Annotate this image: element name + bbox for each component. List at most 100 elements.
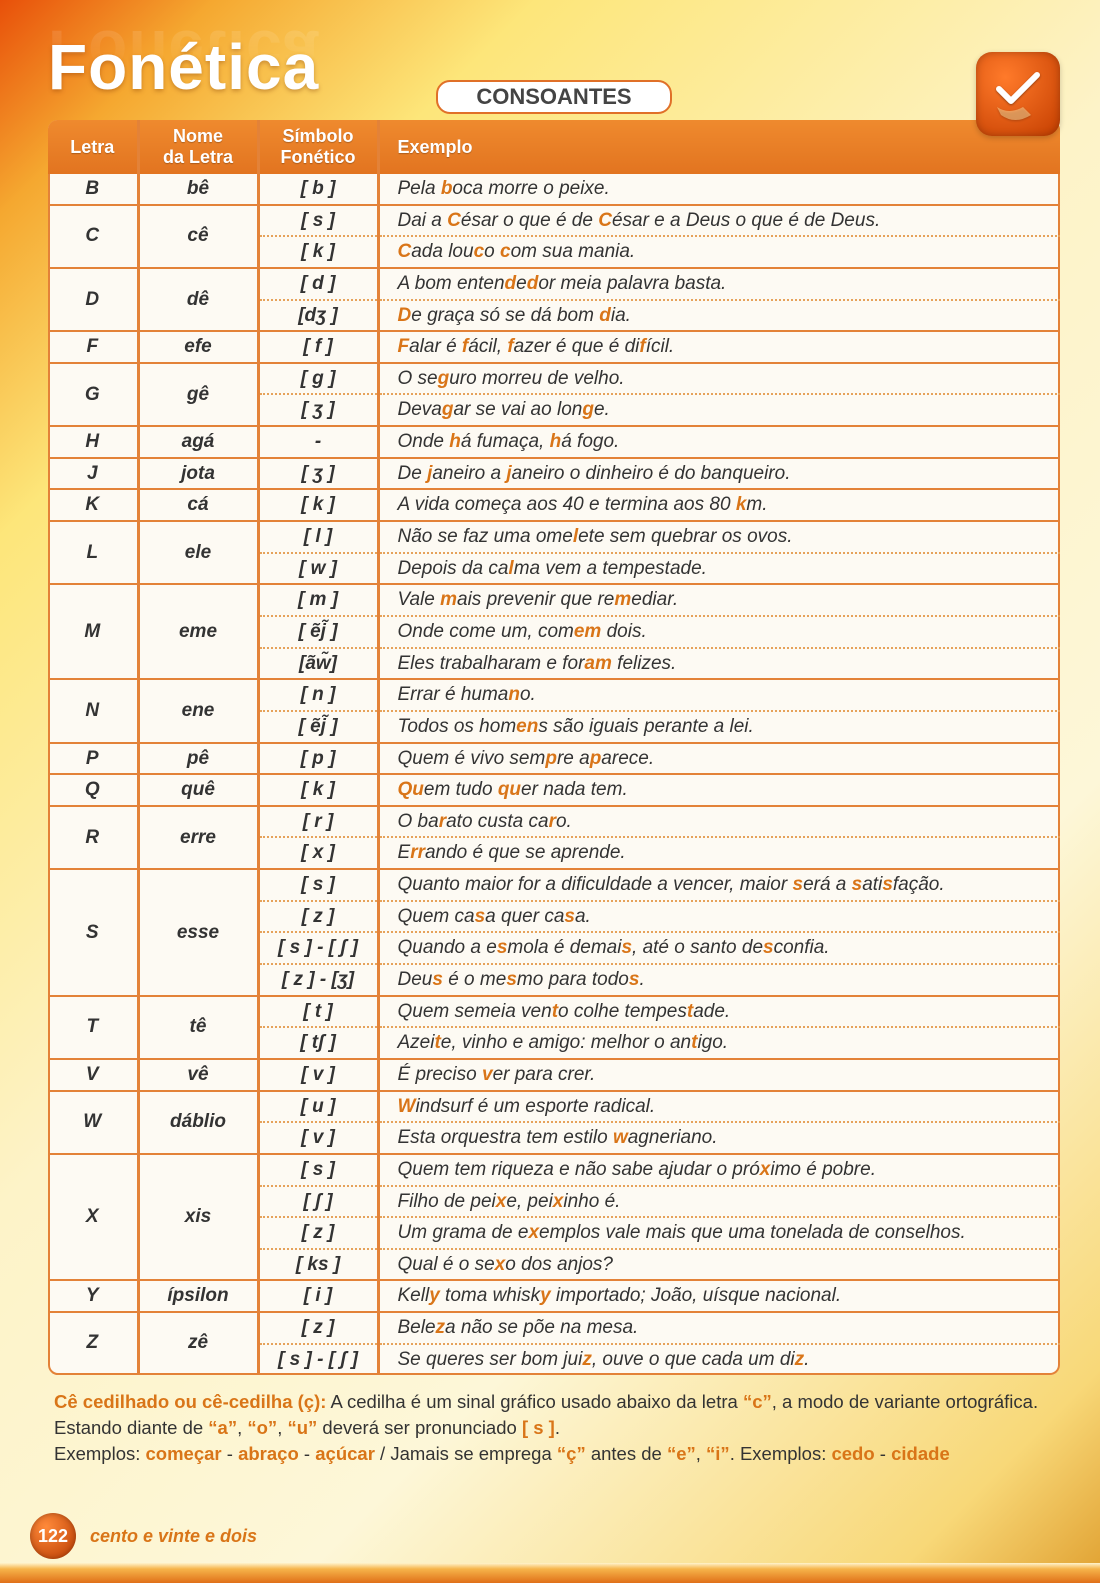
table-row: Meme[ m ]Vale mais prevenir que remediar… [48, 584, 1060, 616]
cell-nome: eme [138, 584, 258, 679]
cell-nome: xis [138, 1154, 258, 1281]
th-nome: Nomeda Letra [138, 120, 258, 174]
cell-nome: quê [138, 774, 258, 806]
cell-letra: X [48, 1154, 138, 1281]
cell-letra: G [48, 363, 138, 426]
cell-example: Errar é humano. [378, 679, 1060, 711]
cell-symbol: [ ẽj̃ ] [258, 711, 378, 743]
cell-letra: B [48, 174, 138, 205]
table-row: Yípsilon[ i ]Kelly toma whisky importado… [48, 1280, 1060, 1312]
cell-example: Onde há fumaça, há fogo. [378, 426, 1060, 458]
cell-nome: cê [138, 205, 258, 268]
cell-nome: gê [138, 363, 258, 426]
cell-example: De janeiro a janeiro o dinheiro é do ban… [378, 458, 1060, 490]
cell-nome: ípsilon [138, 1280, 258, 1312]
cell-symbol: [ ʒ ] [258, 394, 378, 426]
cell-example: A bom entendedor meia palavra basta. [378, 268, 1060, 300]
table-row: Vvê[ v ]É preciso ver para crer. [48, 1059, 1060, 1091]
cell-example: Esta orquestra tem estilo wagneriano. [378, 1122, 1060, 1154]
table-row: Lele[ l ]Não se faz uma omelete sem queb… [48, 521, 1060, 553]
cell-symbol: [ z ] [258, 1217, 378, 1249]
cell-symbol: [ s ] - [ ʃ ] [258, 1344, 378, 1375]
cell-example: Pela boca morre o peixe. [378, 174, 1060, 205]
cell-example: Kelly toma whisky importado; João, uísqu… [378, 1280, 1060, 1312]
cell-example: Quem casa quer casa. [378, 901, 1060, 933]
cell-example: É preciso ver para crer. [378, 1059, 1060, 1091]
cell-symbol: [ s ] - [ ʃ ] [258, 932, 378, 964]
cell-example: Dai a César o que é de César e a Deus o … [378, 205, 1060, 237]
cell-symbol: [ k ] [258, 236, 378, 268]
cell-symbol: [ m ] [258, 584, 378, 616]
cell-symbol: [ ẽj̃ ] [258, 616, 378, 648]
cell-example: Cada louco com sua mania. [378, 236, 1060, 268]
table-row: Nene[ n ]Errar é humano. [48, 679, 1060, 711]
cell-nome: efe [138, 331, 258, 363]
cell-letra: S [48, 869, 138, 996]
cell-example: Errando é que se aprende. [378, 837, 1060, 869]
cell-nome: bê [138, 174, 258, 205]
cell-example: De graça só se dá bom dia. [378, 300, 1060, 332]
table-row: Fefe[ f ]Falar é fácil, fazer é que é di… [48, 331, 1060, 363]
cell-symbol: [ s ] [258, 1154, 378, 1186]
cell-letra: F [48, 331, 138, 363]
cell-nome: erre [138, 806, 258, 869]
cell-nome: zê [138, 1312, 258, 1374]
cell-example: Quem semeia vento colhe tempestade. [378, 996, 1060, 1028]
cell-example: Azeite, vinho e amigo: melhor o antigo. [378, 1027, 1060, 1059]
cell-example: Todos os homens são iguais perante a lei… [378, 711, 1060, 743]
cell-symbol: [ z ] [258, 901, 378, 933]
cell-example: A vida começa aos 40 e termina aos 80 km… [378, 489, 1060, 521]
table-row: Kcá[ k ]A vida começa aos 40 e termina a… [48, 489, 1060, 521]
cell-letra: H [48, 426, 138, 458]
cell-example: Devagar se vai ao longe. [378, 394, 1060, 426]
cell-letra: C [48, 205, 138, 268]
cell-symbol: [ t ] [258, 996, 378, 1028]
cell-symbol: [ d ] [258, 268, 378, 300]
cell-letra: M [48, 584, 138, 679]
cell-symbol: [ k ] [258, 489, 378, 521]
cell-example: Quem é vivo sempre aparece. [378, 743, 1060, 775]
cell-nome: jota [138, 458, 258, 490]
cell-example: Se queres ser bom juiz, ouve o que cada … [378, 1344, 1060, 1375]
cell-letra: Y [48, 1280, 138, 1312]
cell-nome: pê [138, 743, 258, 775]
cell-example: Eles trabalharam e foram felizes. [378, 648, 1060, 680]
cell-example: Beleza não se põe na mesa. [378, 1312, 1060, 1344]
cell-example: Filho de peixe, peixinho é. [378, 1186, 1060, 1218]
cell-symbol: [ b ] [258, 174, 378, 205]
cell-example: Vale mais prevenir que remediar. [378, 584, 1060, 616]
table-row: Bbê[ b ]Pela boca morre o peixe. [48, 174, 1060, 205]
cell-nome: agá [138, 426, 258, 458]
table-row: Hagá-Onde há fumaça, há fogo. [48, 426, 1060, 458]
cell-symbol: [ g ] [258, 363, 378, 395]
th-sym: SímboloFonético [258, 120, 378, 174]
cell-nome: cá [138, 489, 258, 521]
cell-letra: Z [48, 1312, 138, 1374]
table-row: Ttê[ t ]Quem semeia vento colhe tempesta… [48, 996, 1060, 1028]
cell-symbol: [ n ] [258, 679, 378, 711]
cell-nome: vê [138, 1059, 258, 1091]
cell-symbol: [ãw̃] [258, 648, 378, 680]
table-row: Xxis[ s ]Quem tem riqueza e não sabe aju… [48, 1154, 1060, 1186]
cell-symbol: [ u ] [258, 1091, 378, 1123]
section-icon [976, 52, 1060, 136]
consonants-table: Letra Nomeda Letra SímboloFonético Exemp… [48, 120, 1060, 1375]
cell-symbol: [dʒ ] [258, 300, 378, 332]
cell-example: Quem tudo quer nada tem. [378, 774, 1060, 806]
table-row: Wdáblio[ u ]Windsurf é um esporte radica… [48, 1091, 1060, 1123]
cell-symbol: [ z ] - [ʒ] [258, 964, 378, 996]
cell-symbol: - [258, 426, 378, 458]
cell-symbol: [ tʃ ] [258, 1027, 378, 1059]
cell-nome: dê [138, 268, 258, 331]
cell-nome: tê [138, 996, 258, 1059]
cell-example: Deus é o mesmo para todos. [378, 964, 1060, 996]
cell-example: O barato custa caro. [378, 806, 1060, 838]
cell-example: O seguro morreu de velho. [378, 363, 1060, 395]
cell-example: Um grama de exemplos vale mais que uma t… [378, 1217, 1060, 1249]
cell-letra: P [48, 743, 138, 775]
table-row: Qquê[ k ]Quem tudo quer nada tem. [48, 774, 1060, 806]
page-title-reflection: Fonética [48, 16, 1060, 90]
cell-symbol: [ k ] [258, 774, 378, 806]
cell-symbol: [ ʃ ] [258, 1186, 378, 1218]
cell-letra: V [48, 1059, 138, 1091]
